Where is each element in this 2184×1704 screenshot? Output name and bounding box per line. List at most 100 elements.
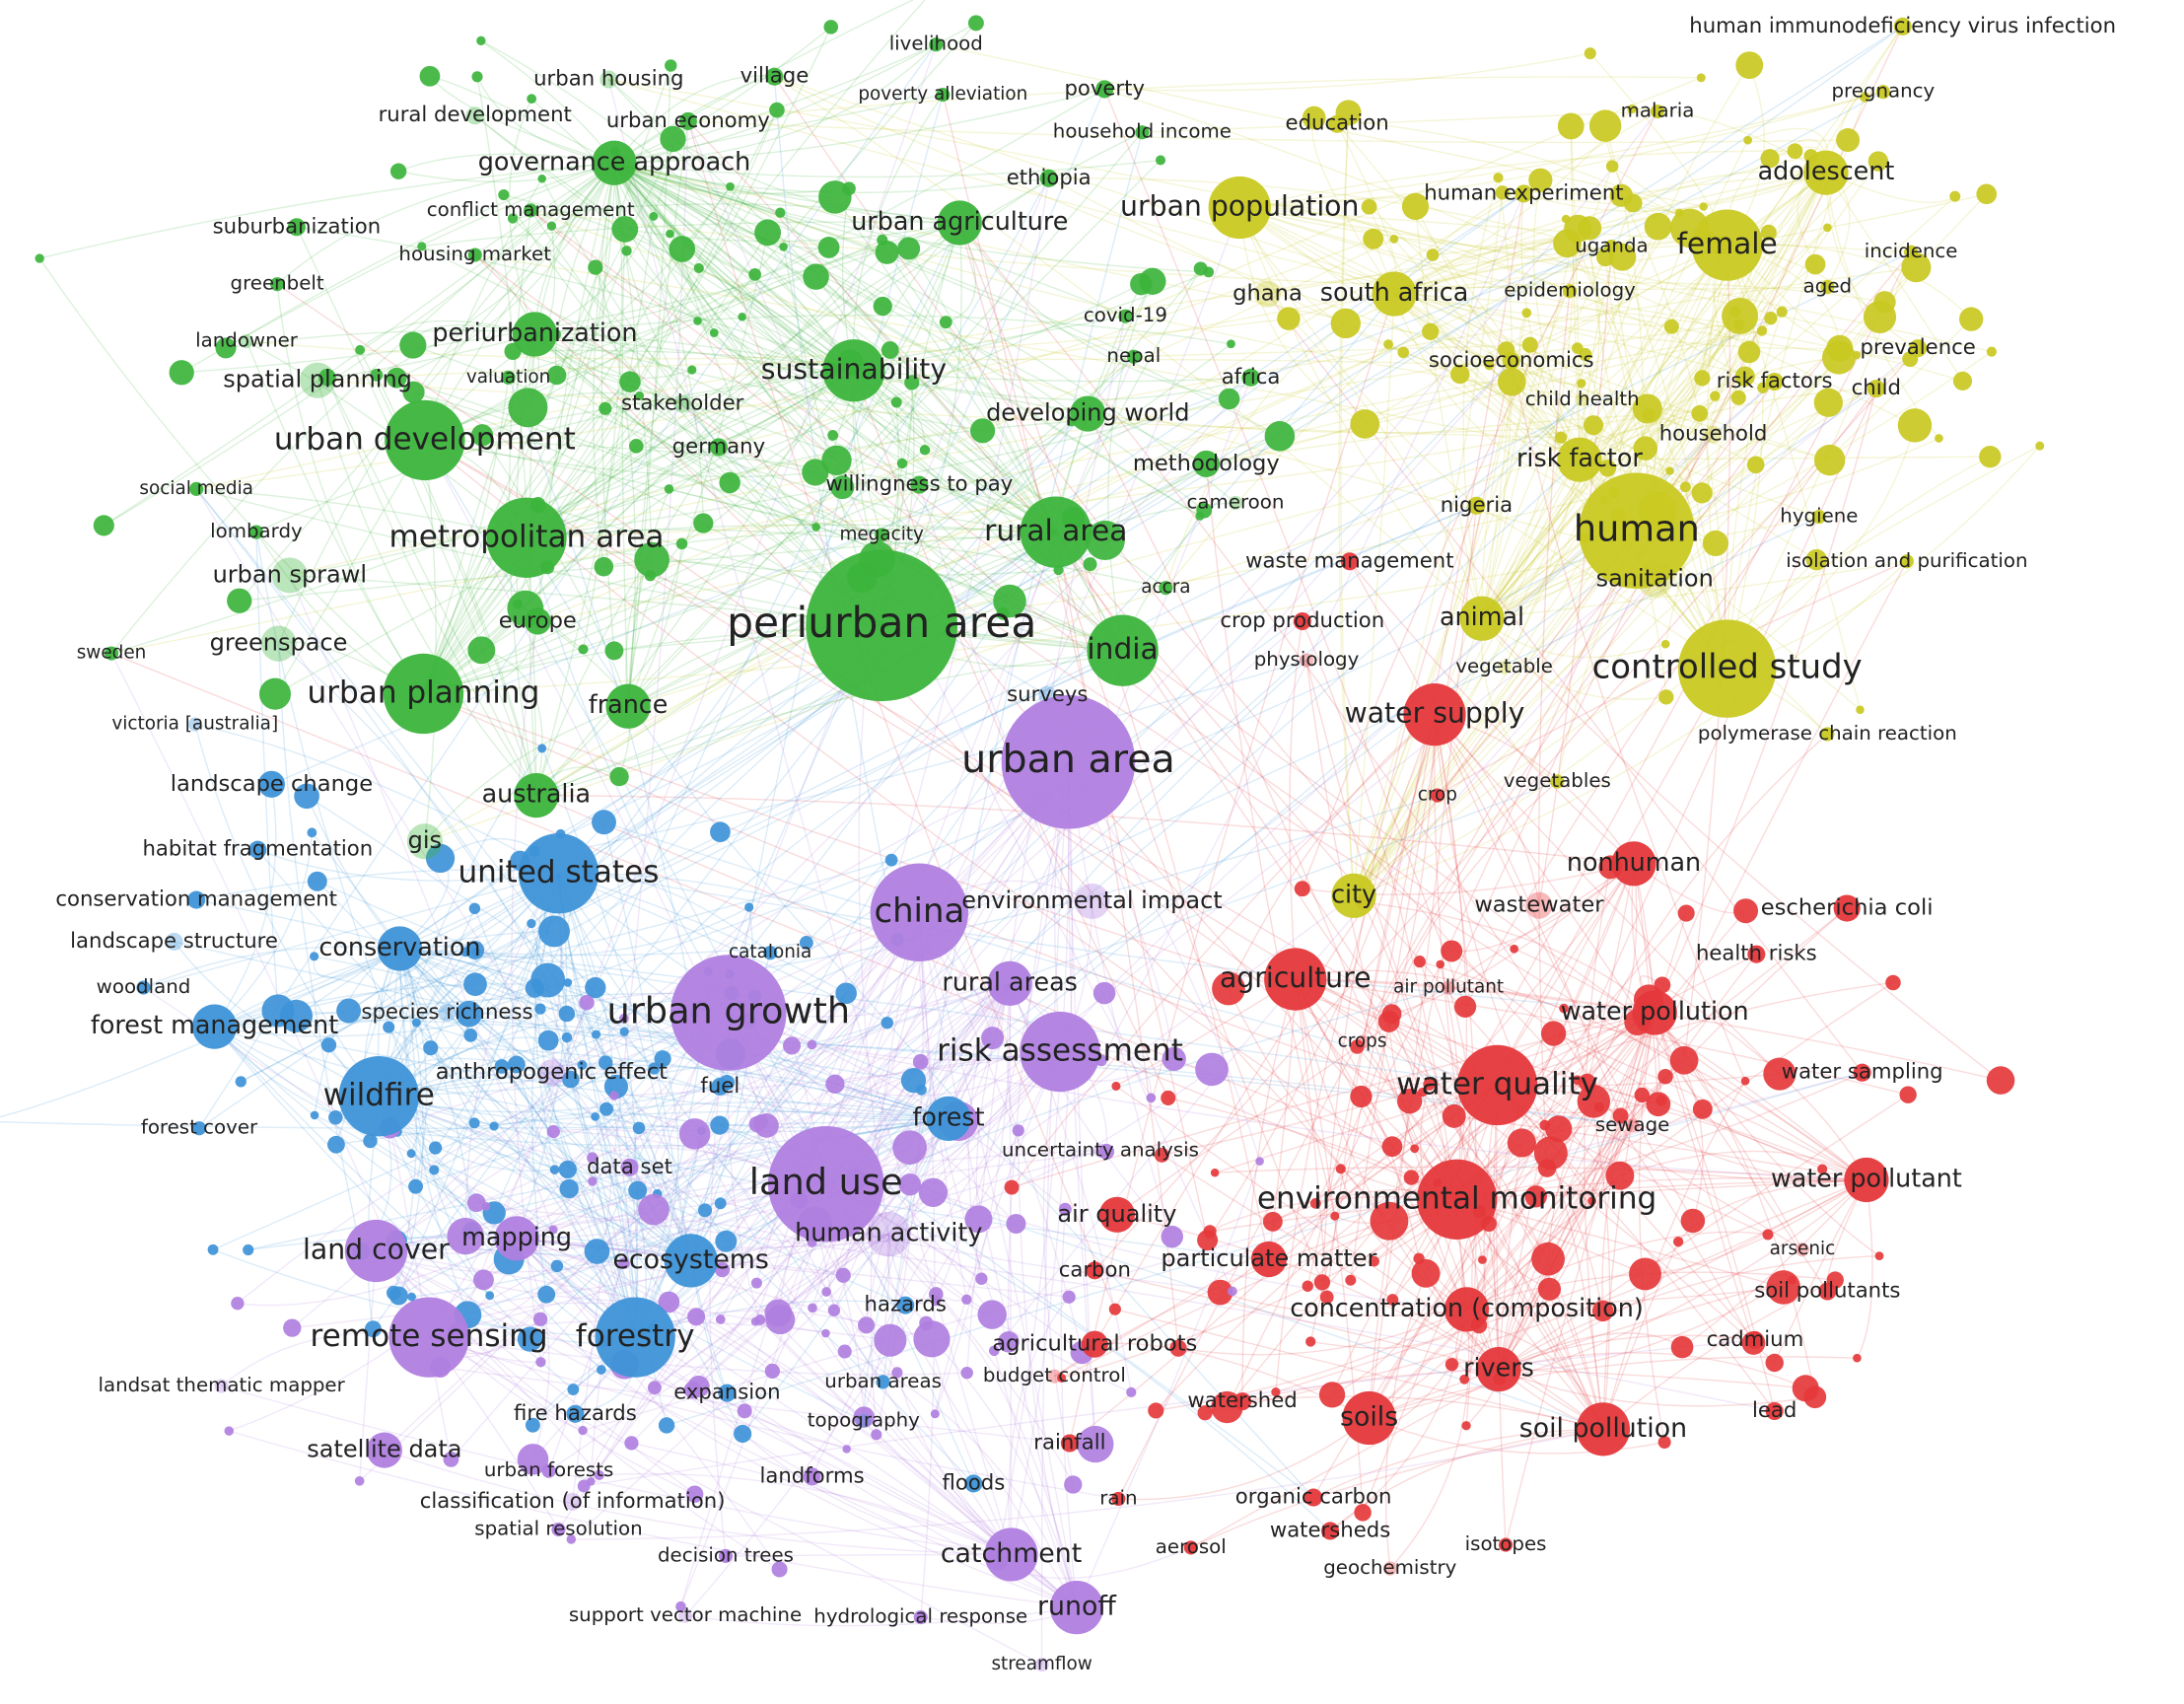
minor-node <box>719 471 740 494</box>
minor-node <box>930 1409 940 1419</box>
edge <box>604 407 1056 533</box>
minor-node <box>1792 1375 1819 1402</box>
edge <box>613 162 1236 504</box>
edge <box>1550 1152 1867 1182</box>
edge <box>1498 1254 1880 1371</box>
node <box>191 1121 207 1136</box>
edge <box>533 26 1904 852</box>
edge <box>1498 1012 1656 1371</box>
edge <box>526 109 778 538</box>
node <box>767 1125 884 1242</box>
edge <box>1115 1085 1604 1430</box>
minor-node <box>988 1345 1000 1357</box>
edge <box>1591 1012 1656 1201</box>
node-label: habitat fragmentation <box>143 836 374 861</box>
minor-node <box>830 475 855 500</box>
edge <box>1495 1085 1507 1545</box>
edge <box>1295 978 2002 1082</box>
edge <box>1393 293 1672 327</box>
minor-node <box>1004 1179 1020 1195</box>
edge <box>1008 1296 1070 1555</box>
minor-node <box>215 337 237 359</box>
minor-node <box>1418 1087 1428 1098</box>
minor-node <box>750 1316 760 1326</box>
edge <box>1061 1198 1458 1380</box>
edge <box>535 216 655 796</box>
edge <box>1584 867 1611 1430</box>
minor-node <box>877 234 888 247</box>
node-label: crop production <box>1220 607 1384 632</box>
edge <box>1205 463 1336 1217</box>
edge <box>834 196 1057 532</box>
edge <box>422 0 926 694</box>
node-label: soil pollutants <box>1754 1278 1900 1303</box>
minor-node <box>207 1243 219 1255</box>
node <box>910 475 929 494</box>
minor-node <box>327 1135 345 1154</box>
minor-node <box>386 1285 401 1301</box>
edge <box>1094 1269 1500 1371</box>
nodes <box>104 17 1928 1672</box>
edge <box>1239 206 1739 325</box>
node-label: soil pollution <box>1519 1413 1687 1444</box>
edge <box>398 948 706 1211</box>
edge <box>527 162 615 408</box>
node-label: water supply <box>1345 697 1525 730</box>
minor-node <box>1410 1144 1420 1154</box>
edge <box>754 982 1011 1322</box>
edge <box>613 162 1507 351</box>
edge <box>1450 950 1867 1181</box>
node-label: spatial resolution <box>474 1518 642 1540</box>
edge <box>887 1234 1074 1485</box>
node <box>1632 990 1677 1035</box>
minor-node <box>1952 371 1973 390</box>
minor-node <box>1677 904 1695 922</box>
node-label: suburbanization <box>213 213 382 238</box>
edge <box>835 222 960 462</box>
edge <box>613 162 834 436</box>
minor-node <box>683 1381 702 1399</box>
node-label: periurban area <box>727 599 1036 647</box>
node-label: ethiopia <box>1007 165 1092 189</box>
node-label: urban areas <box>824 1370 942 1392</box>
edge <box>1177 1309 1467 1356</box>
edge <box>397 1117 950 1297</box>
edge <box>1579 315 1740 461</box>
minor-node <box>466 1193 486 1213</box>
minor-node <box>406 1149 416 1159</box>
minor-node <box>1763 1057 1797 1091</box>
edge <box>687 120 1455 1117</box>
minor-node <box>1309 1197 1321 1209</box>
edge <box>1156 1309 1467 1412</box>
edge <box>613 162 909 249</box>
edge <box>289 574 1123 652</box>
minor-node <box>517 1326 543 1352</box>
edge <box>1266 293 1483 619</box>
node-label: stakeholder <box>621 390 744 415</box>
node <box>1293 611 1311 631</box>
node-label: urban planning <box>308 674 540 710</box>
edge <box>1532 179 1581 461</box>
minor-node <box>1976 183 1998 205</box>
edge <box>627 120 689 707</box>
edge <box>1239 206 1764 389</box>
edge <box>480 222 960 651</box>
edge <box>1481 195 1956 619</box>
edge <box>422 250 628 694</box>
edge <box>1465 1108 1704 1311</box>
minor-node <box>546 1124 560 1139</box>
edge <box>529 209 1867 1181</box>
node-label: fuel <box>700 1073 740 1098</box>
node-label: spatial planning <box>223 366 412 393</box>
edge <box>1414 206 1728 670</box>
node <box>1159 581 1173 596</box>
node-label: metropolitan area <box>388 519 664 554</box>
edge <box>627 232 769 707</box>
minor-node <box>771 1561 788 1578</box>
edge <box>1353 424 1594 896</box>
node <box>1382 1561 1397 1576</box>
minor-node <box>1330 1211 1340 1221</box>
edge <box>512 203 960 224</box>
edge <box>1040 761 1070 1666</box>
edge <box>1394 293 1963 383</box>
